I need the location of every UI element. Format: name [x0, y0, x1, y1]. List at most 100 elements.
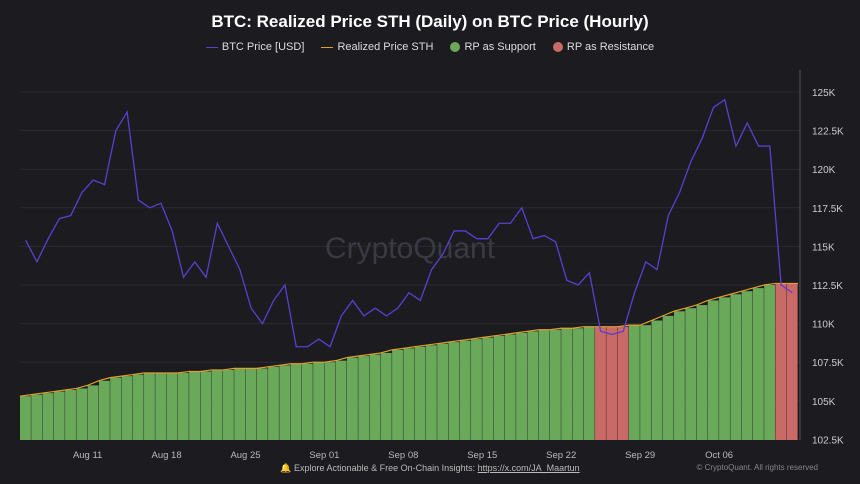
support-bar	[346, 357, 358, 440]
support-bar	[493, 335, 505, 440]
legend-label: RP as Resistance	[566, 41, 655, 53]
support-bar	[549, 329, 561, 440]
support-bar	[189, 371, 201, 440]
support-bar	[98, 380, 110, 440]
legend-label: BTC Price [USD]	[221, 41, 305, 53]
watermark: CryptoQuant	[325, 232, 496, 265]
support-bar	[279, 365, 291, 440]
support-bar	[414, 346, 426, 440]
support-bar	[707, 300, 719, 440]
y-tick-label: 117.5K	[812, 204, 843, 215]
support-bar	[561, 328, 573, 440]
resistance-bar	[606, 326, 618, 440]
support-bar	[358, 356, 370, 440]
support-bar	[437, 343, 449, 440]
support-bar	[662, 315, 674, 440]
support-bar	[177, 373, 189, 440]
support-bar	[53, 391, 65, 440]
support-bar	[132, 374, 144, 440]
support-bar	[268, 366, 279, 440]
support-bar	[31, 394, 43, 440]
legend-price[interactable]: BTC Price [USD]	[205, 41, 305, 53]
support-bar	[335, 360, 347, 440]
support-bar	[65, 389, 76, 440]
support-bar	[42, 393, 54, 440]
legend: BTC Price [USD] Realized Price STH RP as…	[0, 41, 860, 53]
x-tick-label: Sep 15	[467, 450, 497, 461]
x-tick-label: Aug 25	[230, 450, 260, 461]
support-bar	[392, 349, 403, 440]
support-bar	[719, 297, 730, 440]
support-bar	[380, 352, 392, 440]
resistance-bar	[775, 283, 787, 440]
x-tick-label: Aug 11	[73, 450, 102, 461]
support-bar	[538, 329, 550, 440]
support-bar	[730, 294, 742, 440]
support-bar	[764, 285, 776, 440]
dot-swatch-icon	[450, 42, 461, 53]
support-bar	[504, 334, 516, 440]
line-swatch-icon	[321, 46, 334, 48]
footer: 🔔 Explore Actionable & Free On-Chain Ins…	[0, 463, 860, 474]
x-tick-label: Aug 18	[152, 450, 182, 461]
support-bar	[200, 371, 212, 440]
support-bar	[87, 385, 99, 440]
line-swatch-icon	[205, 46, 218, 48]
support-bar	[20, 396, 31, 440]
support-bar	[211, 369, 223, 440]
legend-support[interactable]: RP as Support	[450, 41, 536, 53]
support-bar	[696, 305, 708, 440]
support-bar	[144, 373, 155, 440]
footer-link[interactable]: https://x.com/JA_Maartun	[477, 463, 580, 473]
support-bar	[245, 368, 257, 440]
resistance-bar	[786, 283, 798, 440]
support-bar	[313, 362, 325, 440]
support-bar	[155, 373, 167, 440]
legend-label: RP as Support	[464, 41, 536, 53]
x-tick-label: Sep 08	[388, 450, 418, 461]
support-bar	[583, 326, 595, 440]
support-bar	[222, 369, 234, 440]
x-tick-label: Oct 06	[705, 450, 733, 461]
legend-rp[interactable]: Realized Price STH	[321, 41, 433, 53]
y-tick-label: 122.5K	[812, 127, 844, 138]
support-bar	[324, 362, 336, 440]
resistance-bar	[595, 326, 606, 440]
support-bar	[673, 311, 685, 440]
support-bar	[651, 320, 663, 440]
support-bar	[527, 331, 539, 440]
support-bar	[76, 388, 88, 440]
support-bar	[369, 354, 381, 440]
support-bar	[403, 348, 415, 440]
support-bar	[459, 340, 471, 440]
btc-price-line	[25, 98, 793, 348]
support-bar	[425, 345, 437, 440]
realized-price-line	[19, 282, 798, 397]
y-tick-label: 105K	[812, 397, 836, 408]
chart-title: BTC: Realized Price STH (Daily) on BTC P…	[211, 12, 649, 31]
support-bar	[234, 368, 246, 440]
x-tick-label: Sep 01	[309, 450, 339, 461]
legend-label: Realized Price STH	[337, 41, 434, 53]
dot-swatch-icon	[552, 42, 563, 53]
support-bar	[110, 377, 122, 440]
support-bar	[640, 325, 652, 440]
x-tick-label: Sep 22	[546, 450, 576, 461]
resistance-bar	[617, 326, 629, 440]
x-tick-label: Sep 29	[625, 450, 655, 461]
y-tick-label: 112.5K	[812, 281, 843, 292]
legend-resistance[interactable]: RP as Resistance	[552, 41, 655, 53]
support-bar	[685, 308, 697, 440]
y-tick-label: 115K	[812, 242, 835, 253]
copyright: © CryptoQuant. All rights reserved	[696, 463, 819, 472]
footer-text: Explore Actionable & Free On-Chain Insig…	[294, 463, 478, 473]
support-bar	[741, 291, 753, 440]
support-bar	[256, 368, 268, 440]
support-bar	[166, 373, 178, 440]
support-bar	[121, 376, 133, 440]
support-bar	[628, 325, 640, 440]
y-tick-label: 125K	[812, 88, 836, 99]
support-bar	[482, 337, 494, 440]
y-tick-label: 107.5K	[812, 358, 844, 369]
